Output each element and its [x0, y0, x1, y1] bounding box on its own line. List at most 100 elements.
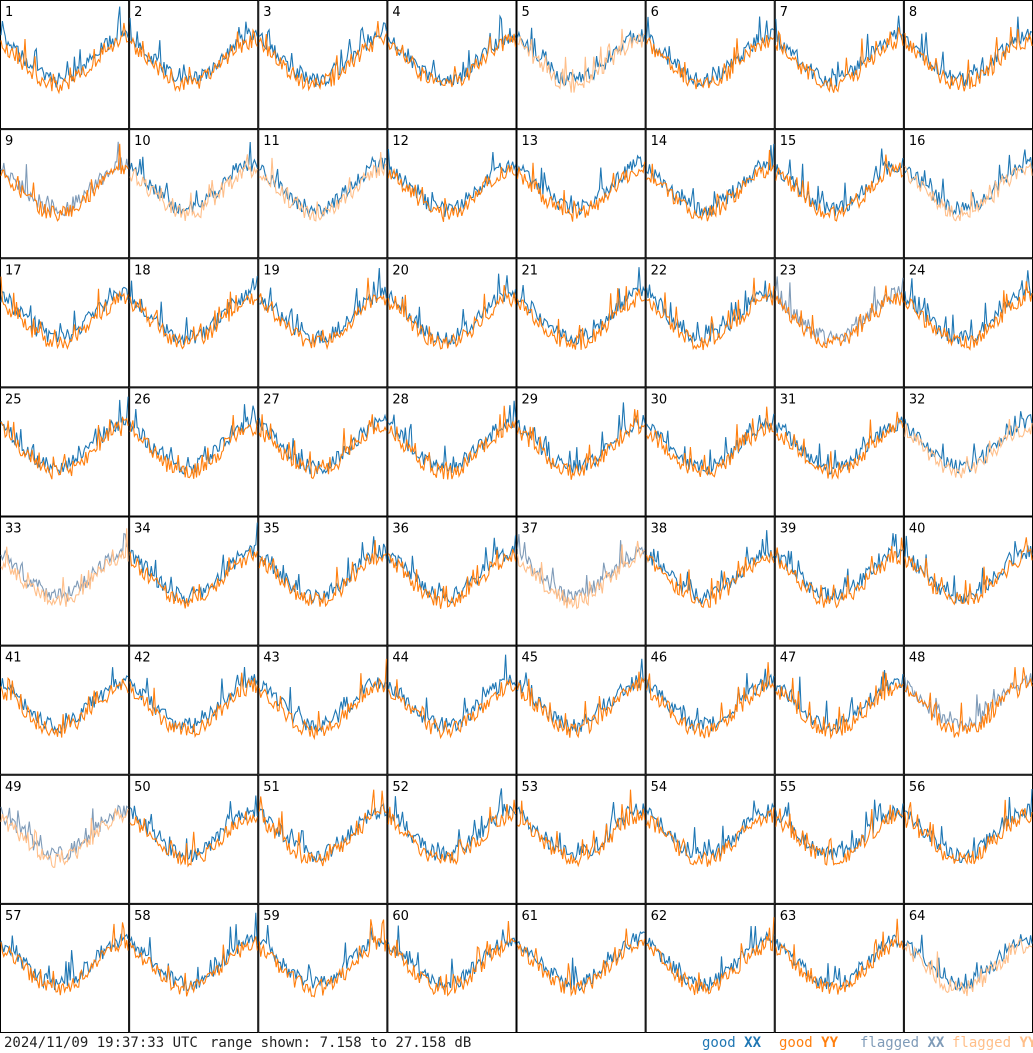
trace-xx-6: [646, 16, 775, 87]
tile-25: 25: [0, 387, 130, 517]
tile-15: 15: [774, 129, 904, 259]
tile-label: 28: [392, 392, 409, 407]
tile-label: 7: [780, 5, 788, 20]
tile-label: 23: [780, 263, 797, 278]
trace-yy-43: [258, 658, 387, 741]
trace-xx-21: [516, 267, 646, 346]
tile-3: 3: [258, 0, 388, 130]
tile-frame: [387, 129, 517, 259]
tile-label: 44: [392, 651, 409, 666]
trace-xx-49: [0, 804, 129, 861]
tile-13: 13: [516, 129, 646, 259]
trace-xx-13: [516, 154, 645, 216]
tile-frame: [774, 387, 904, 517]
trace-yy-20: [387, 285, 517, 350]
tile-label: 57: [5, 909, 22, 924]
tile-14: 14: [645, 129, 775, 259]
trace-xx-59: [258, 925, 387, 989]
tile-label: 33: [5, 522, 22, 537]
tile-label: 16: [909, 134, 926, 149]
trace-yy-47: [775, 671, 904, 740]
trace-yy-58: [129, 936, 258, 997]
tile-label: 2: [134, 5, 142, 20]
tile-frame: [258, 516, 388, 646]
trace-yy-6: [646, 35, 775, 90]
trace-yy-57: [0, 922, 129, 996]
trace-yy-44: [387, 678, 517, 740]
tile-7: 7: [774, 0, 904, 130]
tile-frame: [258, 645, 388, 775]
trace-xx-58: [129, 912, 258, 992]
trace-xx-27: [258, 413, 387, 475]
tile-frame: [258, 129, 388, 259]
tile-frame: [645, 0, 775, 130]
trace-yy-19: [258, 277, 387, 351]
tile-label: 13: [522, 134, 539, 149]
tile-label: 8: [909, 5, 917, 20]
tile-label: 58: [134, 909, 151, 924]
legend-flagged-yy: flagged YY: [952, 1035, 1033, 1051]
tile-41: 41: [0, 645, 130, 775]
legend-good-yy: good YY: [779, 1035, 839, 1051]
tile-11: 11: [258, 129, 388, 259]
trace-xx-36: [387, 535, 517, 604]
tile-frame: [903, 903, 1033, 1033]
tile-label: 1: [5, 5, 13, 20]
footer-bar: 2024/11/09 19:37:33 UTC range shown: 7.1…: [0, 1033, 1033, 1053]
tile-10: 10: [129, 129, 259, 259]
tile-37: 37: [516, 516, 646, 646]
tile-59: 59: [258, 903, 388, 1033]
trace-yy-11: [259, 151, 387, 222]
tile-label: 11: [263, 134, 280, 149]
tile-48: 48: [903, 645, 1033, 775]
trace-yy-33: [0, 528, 129, 607]
trace-yy-3: [258, 20, 387, 92]
tile-label: 59: [263, 909, 280, 924]
tile-label: 41: [5, 651, 22, 666]
tile-24: 24: [903, 258, 1033, 388]
trace-yy-36: [387, 549, 517, 609]
trace-xx-50: [129, 795, 258, 862]
tile-frame: [774, 0, 904, 130]
tile-label: 39: [780, 522, 797, 537]
trace-yy-23: [775, 285, 904, 349]
tile-label: 25: [5, 392, 22, 407]
tile-frame: [0, 0, 130, 130]
trace-xx-15: [775, 148, 904, 217]
tile-frame: [258, 387, 388, 517]
tile-16: 16: [903, 129, 1033, 259]
tile-19: 19: [258, 258, 388, 388]
trace-yy-35: [258, 540, 387, 608]
trace-yy-60: [387, 920, 516, 997]
tile-frame: [129, 129, 259, 259]
tile-34: 34: [129, 516, 259, 646]
trace-yy-52: [387, 799, 517, 866]
tile-frame: [387, 645, 517, 775]
tile-frame: [0, 387, 130, 517]
trace-xx-14: [646, 143, 775, 217]
trace-yy-18: [129, 291, 258, 350]
tile-label: 48: [909, 651, 926, 666]
trace-xx-8: [904, 16, 1033, 87]
trace-yy-17: [0, 276, 129, 351]
tile-label: 5: [522, 5, 530, 20]
tile-18: 18: [129, 258, 259, 388]
trace-yy-45: [516, 671, 646, 739]
tile-40: 40: [903, 516, 1033, 646]
tile-32: 32: [903, 387, 1033, 517]
tile-label: 50: [134, 780, 151, 795]
tile-label: 4: [392, 5, 400, 20]
tile-label: 52: [392, 780, 409, 795]
tile-frame: [774, 258, 904, 388]
tile-52: 52: [387, 774, 517, 904]
tile-frame: [129, 774, 259, 904]
tile-frame: [258, 774, 388, 904]
tile-frame: [387, 387, 517, 517]
tile-31: 31: [774, 387, 904, 517]
tile-frame: [645, 645, 775, 775]
tile-frame: [0, 129, 130, 259]
tile-label: 34: [134, 522, 151, 537]
tile-27: 27: [258, 387, 388, 517]
tile-38: 38: [645, 516, 775, 646]
tile-9: 9: [0, 129, 130, 259]
